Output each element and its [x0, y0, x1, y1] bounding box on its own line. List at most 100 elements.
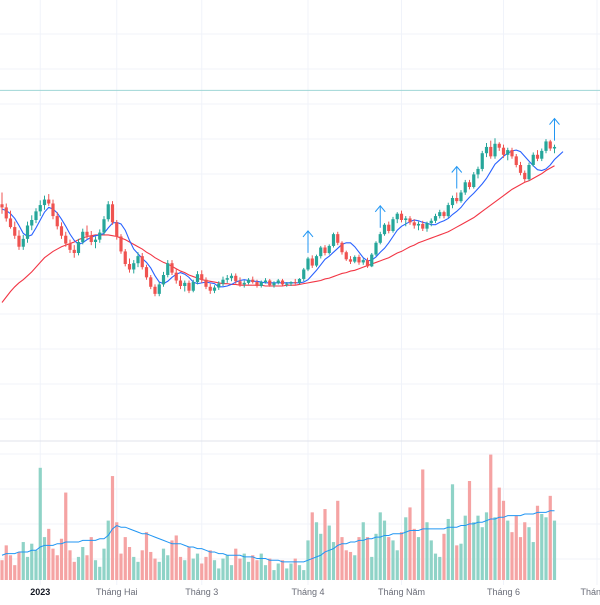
signal-markers	[302, 117, 560, 253]
candle	[306, 256, 310, 272]
candle-body	[217, 283, 221, 288]
candle	[544, 139, 548, 154]
candle-body	[395, 213, 399, 220]
volume-bar	[527, 527, 531, 580]
candle	[178, 275, 183, 290]
candle	[242, 280, 246, 288]
candle	[64, 231, 68, 247]
volume-bar	[484, 512, 489, 580]
candle-body	[297, 278, 302, 283]
volume-bar	[472, 522, 476, 580]
volume-bar	[238, 558, 242, 580]
candle	[310, 255, 314, 268]
volume-bar	[425, 522, 429, 580]
candle	[102, 216, 106, 235]
volume-bar	[540, 514, 544, 580]
volume-bar	[408, 507, 412, 580]
candle	[34, 208, 38, 224]
candle	[302, 267, 306, 282]
ma-slow-line	[1, 165, 555, 303]
candle	[238, 277, 242, 287]
volume-bar	[501, 500, 506, 580]
candle	[387, 221, 391, 234]
candle-body	[183, 282, 187, 286]
candle-body	[497, 143, 501, 148]
volume-bar	[123, 537, 127, 580]
volume-bar	[438, 556, 442, 580]
candle	[21, 234, 25, 250]
candle	[293, 278, 297, 285]
candle-body	[174, 272, 178, 281]
volume-bar	[365, 537, 370, 580]
candle	[523, 170, 527, 183]
candle-body	[327, 245, 331, 253]
volume-bar	[552, 520, 557, 580]
volume-bar	[382, 520, 387, 580]
candle	[382, 223, 387, 236]
candle-body	[115, 222, 119, 237]
volume-bar	[110, 476, 115, 580]
volume-bar	[523, 522, 527, 580]
candle-body	[323, 247, 327, 253]
candle	[319, 245, 323, 259]
volume-bar	[446, 518, 450, 580]
candle-body	[238, 281, 242, 285]
candle	[297, 278, 302, 285]
candle-body	[157, 284, 161, 294]
candle	[472, 172, 476, 189]
candle	[442, 210, 446, 219]
volume-bar	[246, 561, 251, 580]
candle-body	[81, 231, 85, 242]
candle-body	[246, 279, 251, 283]
candle-body	[102, 219, 106, 233]
candle	[212, 285, 217, 294]
candle-body	[310, 258, 314, 266]
volume-bar	[255, 560, 259, 580]
candle-body	[17, 235, 21, 247]
volume-bar	[51, 548, 55, 580]
candle-body	[293, 282, 297, 284]
x-axis-label: Tháng 3	[185, 587, 218, 597]
volume-bar	[416, 537, 421, 580]
volume-bar	[544, 517, 548, 580]
candle	[365, 257, 370, 268]
candle-body	[302, 269, 306, 279]
candle-body	[225, 278, 229, 280]
candle	[161, 271, 166, 287]
candle	[200, 270, 204, 283]
volume-bar	[336, 500, 340, 580]
candle	[47, 194, 51, 206]
candle	[455, 192, 459, 204]
candle-body	[344, 252, 348, 260]
arrow-head	[549, 117, 560, 125]
candle	[93, 236, 98, 249]
volume-bar	[144, 532, 149, 580]
volume-bar	[187, 547, 191, 580]
candle-body	[446, 205, 450, 217]
candle-body	[276, 280, 280, 283]
candle-body	[353, 256, 357, 262]
candle-body	[450, 198, 455, 206]
candle	[514, 154, 518, 168]
volume-bar	[106, 520, 110, 580]
candle	[535, 150, 540, 162]
candle-body	[123, 251, 127, 264]
volume-bar	[217, 568, 221, 580]
volume-bar	[459, 543, 463, 580]
candle	[548, 139, 552, 151]
candle	[115, 220, 119, 240]
volume-bar	[153, 558, 157, 580]
volume-bar	[47, 528, 51, 580]
candle-body	[535, 154, 540, 159]
arrow-marker	[302, 230, 314, 253]
candle-body	[489, 146, 493, 157]
volume-bar	[8, 555, 13, 580]
candle-body	[47, 199, 51, 204]
volume-bar	[455, 545, 459, 580]
candle	[149, 275, 153, 290]
volume-bar	[297, 565, 302, 580]
candle-body	[166, 263, 170, 275]
candle-body	[340, 242, 344, 253]
